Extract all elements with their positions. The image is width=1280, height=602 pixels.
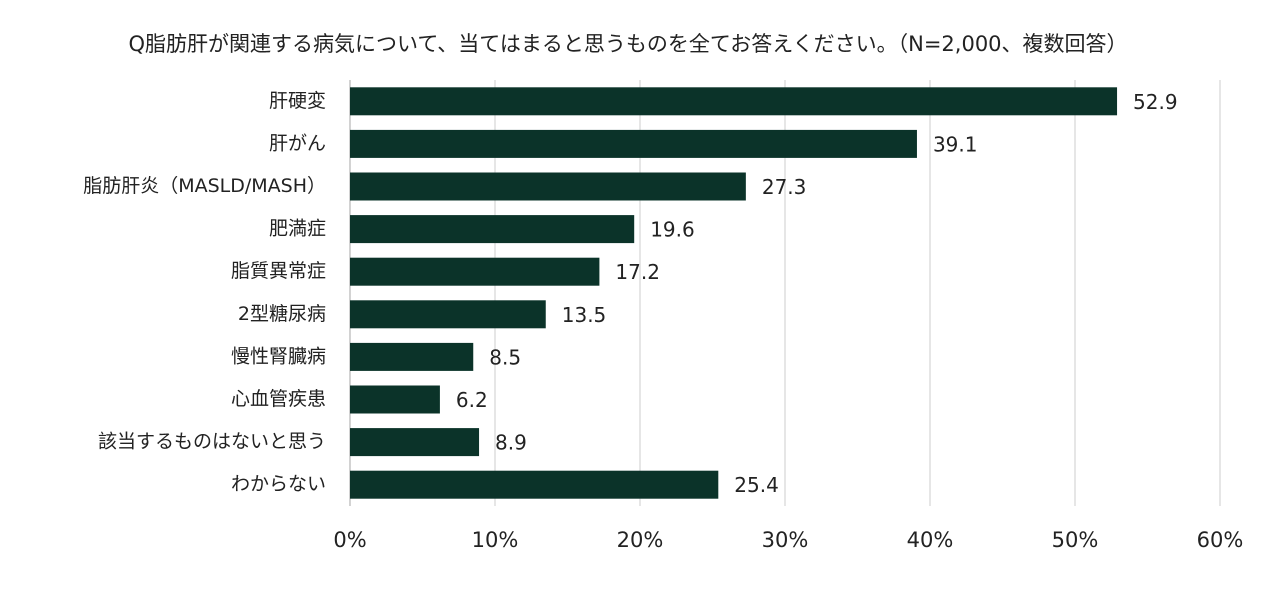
y-tick-label: 肝硬変 [269,90,326,112]
y-tick-label: 脂質異常症 [231,260,326,282]
bar [350,428,480,457]
data-label: 8.5 [489,345,521,369]
y-tick-label: 脂肪肝炎（MASLD/MASH） [83,175,326,197]
bar [350,257,600,286]
y-tick-label: わからない [231,473,326,495]
data-label: 6.2 [456,388,488,412]
bar [350,215,635,244]
y-tick-label: 該当するものはないと思う [98,431,326,453]
bar [350,172,746,201]
x-tick-label: 20% [617,528,664,552]
y-tick-label: 心血管疾患 [231,388,326,410]
x-tick-label: 50% [1052,528,1099,552]
data-label: 25.4 [734,473,779,497]
data-label: 17.2 [615,260,660,284]
chart-title: Q脂肪肝が関連する病気について、当てはまると思うものを全てお答えください。（N=… [128,32,1127,56]
bar [350,342,474,371]
y-tick-label: 2型糖尿病 [238,303,326,325]
data-label: 13.5 [562,303,607,327]
bar [350,300,546,329]
bar [350,470,719,499]
bar [350,385,440,414]
x-tick-label: 10% [472,528,519,552]
bar [350,129,917,158]
x-tick-label: 60% [1197,528,1244,552]
data-label: 27.3 [762,175,807,199]
data-label: 19.6 [650,218,695,242]
bar [350,87,1118,116]
x-tick-label: 40% [907,528,954,552]
y-tick-label: 肥満症 [269,218,326,240]
y-tick-label: 慢性腎臓病 [231,345,326,367]
data-label: 52.9 [1133,90,1178,114]
x-tick-label: 0% [333,528,366,552]
x-tick-label: 30% [762,528,809,552]
y-tick-label: 肝がん [269,132,326,154]
data-label: 39.1 [933,132,978,156]
data-label: 8.9 [495,431,527,455]
